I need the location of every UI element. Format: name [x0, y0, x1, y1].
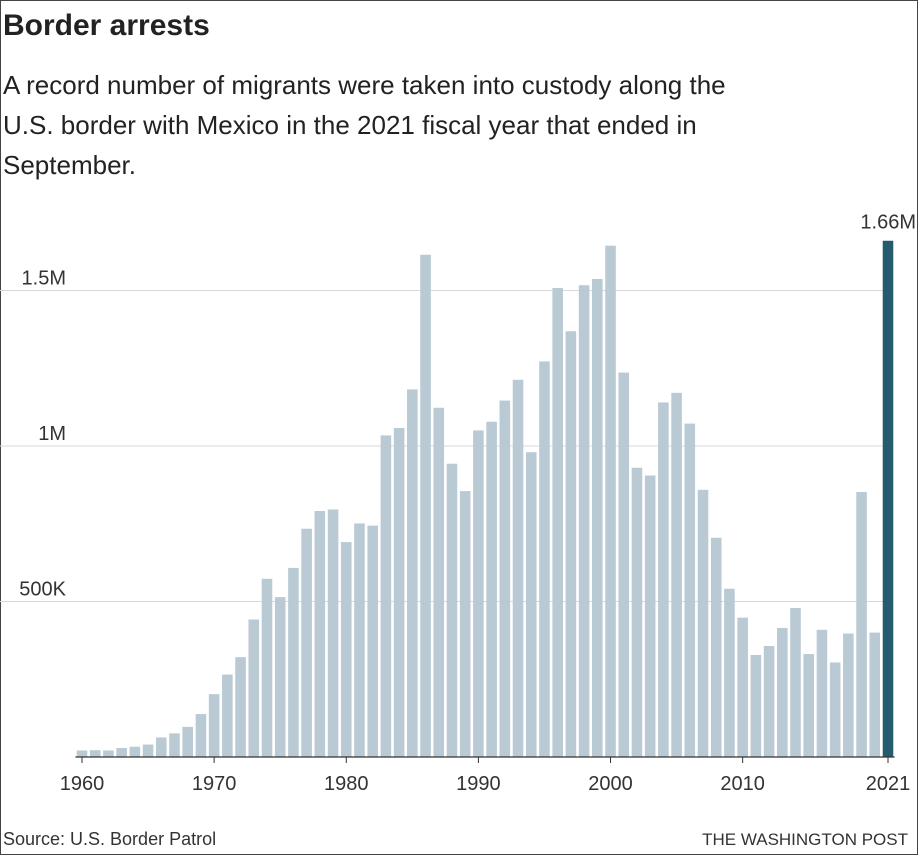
subtitle: A record number of migrants were taken i… — [3, 70, 726, 100]
subtitle: U.S. border with Mexico in the 2021 fisc… — [3, 110, 697, 140]
bar — [710, 537, 722, 757]
bar — [684, 423, 696, 757]
bar — [724, 588, 735, 757]
bar — [790, 608, 801, 757]
credit: THE WASHINGTON POST — [702, 830, 908, 849]
x-tick-label: 2010 — [720, 773, 765, 795]
bar — [195, 714, 207, 757]
bar — [499, 400, 511, 757]
bar — [393, 427, 405, 757]
bar — [777, 627, 788, 757]
bar — [658, 402, 669, 757]
bar — [367, 525, 378, 757]
bar — [89, 750, 101, 757]
bar — [222, 674, 233, 757]
x-tick-label: 1990 — [456, 773, 501, 795]
bar — [539, 361, 550, 757]
x-tick-label: 1980 — [324, 773, 369, 795]
bar — [618, 372, 630, 757]
bar — [697, 489, 709, 757]
x-tick-label: 1970 — [192, 773, 237, 795]
bar — [512, 379, 524, 757]
subtitle: September. — [3, 150, 136, 180]
bar — [829, 662, 841, 757]
bar — [155, 737, 167, 757]
bar — [552, 288, 563, 757]
bar — [816, 629, 828, 757]
bar — [750, 654, 762, 757]
bar — [274, 597, 286, 757]
bar — [288, 567, 299, 757]
bar — [565, 331, 577, 757]
bar — [407, 389, 418, 757]
bar — [605, 245, 616, 757]
bar — [354, 523, 365, 757]
x-tick-label: 1960 — [60, 773, 105, 795]
bar — [473, 430, 484, 757]
bar — [869, 632, 881, 757]
bar — [208, 694, 220, 757]
bar — [248, 619, 260, 757]
bar — [843, 633, 854, 757]
bar — [76, 750, 88, 757]
bar — [129, 746, 141, 757]
bar — [182, 726, 193, 757]
bar — [671, 392, 682, 757]
bar — [327, 509, 339, 757]
bar — [578, 285, 590, 757]
bar — [340, 542, 352, 757]
bar — [235, 657, 246, 757]
bar — [631, 467, 643, 757]
value-label: 1.66M — [860, 212, 916, 234]
bar — [169, 733, 180, 757]
bar — [433, 407, 445, 757]
bar — [882, 240, 894, 758]
bar — [380, 435, 392, 757]
y-tick-label: 500K — [19, 579, 66, 601]
chart-title: Border arrests — [3, 9, 210, 42]
bar — [592, 278, 603, 757]
bar — [856, 492, 867, 757]
bar — [142, 744, 154, 757]
bar — [103, 750, 114, 757]
bar — [525, 452, 537, 757]
bar — [420, 254, 431, 758]
bar — [116, 747, 127, 757]
bar — [261, 578, 273, 757]
bar — [446, 463, 458, 757]
source: Source: U.S. Border Patrol — [3, 829, 216, 849]
bar — [644, 475, 656, 757]
bar — [314, 510, 326, 757]
bar — [301, 528, 312, 757]
bar — [763, 645, 775, 757]
bar — [737, 617, 748, 757]
y-tick-label: 1M — [38, 423, 66, 445]
bar — [803, 654, 815, 757]
bar — [459, 491, 471, 757]
x-tick-label: 2000 — [588, 773, 633, 795]
bar — [486, 421, 497, 757]
x-tick-label: 2021 — [866, 773, 911, 795]
y-tick-label: 1.5M — [22, 268, 66, 290]
